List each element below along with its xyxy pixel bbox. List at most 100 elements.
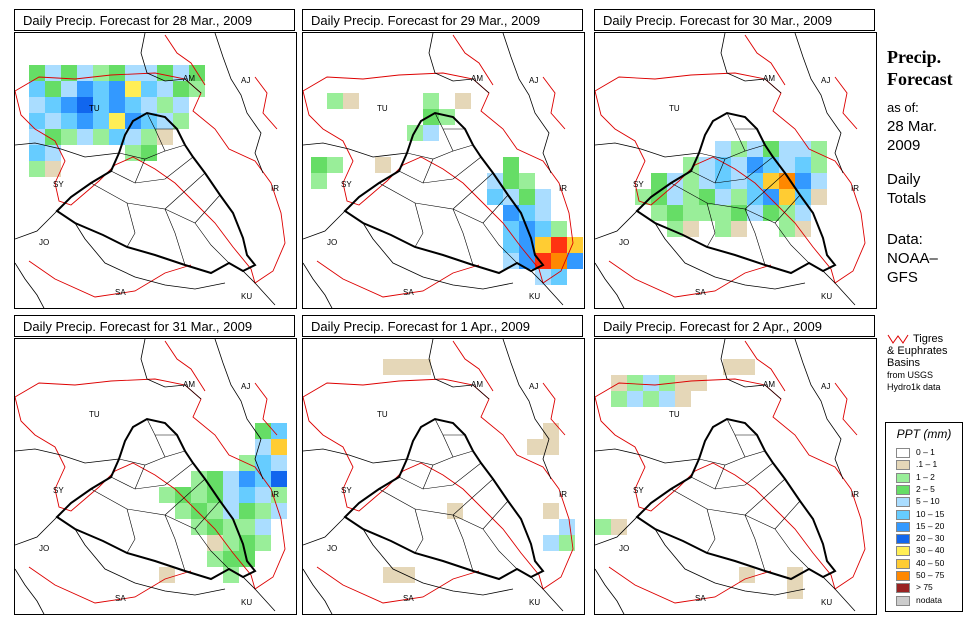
- country-label: JO: [39, 544, 49, 553]
- country-label: SA: [695, 594, 706, 603]
- province-border: [398, 462, 482, 490]
- precip-cell: [271, 423, 287, 439]
- province-border: [670, 172, 786, 210]
- precip-cell: [543, 439, 559, 455]
- precip-cell: [651, 173, 667, 189]
- precip-cell: [77, 129, 93, 145]
- precip-cell: [731, 157, 747, 173]
- iraq-border: [635, 111, 837, 275]
- precip-cell: [795, 221, 811, 237]
- province-border: [414, 508, 424, 554]
- basin-boundary: [608, 566, 772, 604]
- precip-cell: [207, 471, 223, 487]
- country-label: IR: [851, 490, 859, 499]
- precip-cell: [157, 81, 173, 97]
- precip-cell: [223, 471, 239, 487]
- precip-cell: [763, 157, 779, 173]
- legend-swatch: [896, 571, 910, 581]
- country-border: [362, 222, 514, 290]
- legend-swatch: [896, 460, 910, 471]
- precip-cell: [691, 375, 707, 391]
- legend-label: 0 – 1: [916, 447, 935, 457]
- precip-cell: [239, 487, 255, 503]
- precip-cell: [191, 487, 207, 503]
- country-label: JO: [327, 238, 337, 247]
- precip-cell: [535, 253, 551, 269]
- country-border: [502, 33, 552, 174]
- precip-cell: [255, 535, 271, 551]
- province-border: [164, 514, 186, 572]
- precip-cell: [93, 65, 109, 81]
- precip-cell: [543, 535, 559, 551]
- province-border: [90, 478, 206, 516]
- legend-label: 5 – 10: [916, 496, 940, 507]
- precip-cell: [311, 157, 327, 173]
- province-border: [378, 478, 494, 516]
- country-label: AJ: [821, 76, 830, 85]
- country-border: [595, 516, 638, 546]
- precip-cell: [383, 567, 399, 583]
- precip-cell: [503, 173, 519, 189]
- precip-cell: [519, 173, 535, 189]
- panel-title: Daily Precip. Forecast for 29 Mar., 2009: [302, 9, 583, 31]
- precip-cell: [699, 189, 715, 205]
- precip-cell: [255, 487, 271, 503]
- country-label: SY: [341, 486, 352, 495]
- precip-cell: [61, 81, 77, 97]
- precip-cell: [611, 519, 627, 535]
- legend-label: 50 – 75: [916, 570, 945, 580]
- precip-cell: [811, 141, 827, 157]
- country-label: KU: [241, 598, 252, 607]
- precip-map: AM AJ TU SY IR JO SA KU: [14, 32, 297, 309]
- precip-cell: [747, 157, 763, 173]
- country-border: [303, 262, 333, 308]
- province-border: [378, 172, 494, 210]
- legend-swatch: [896, 509, 910, 520]
- precip-cell: [715, 141, 731, 157]
- country-label: AM: [183, 74, 195, 83]
- precip-cell: [29, 145, 45, 161]
- country-label: AM: [471, 74, 483, 83]
- country-label: IR: [559, 184, 567, 193]
- province-border: [110, 156, 194, 184]
- precip-cell: [643, 391, 659, 407]
- precip-cell: [487, 173, 503, 189]
- country-label: KU: [821, 292, 832, 301]
- iraq-border: [55, 417, 257, 581]
- country-border: [15, 448, 120, 464]
- country-border: [242, 270, 276, 306]
- province-border: [164, 194, 221, 224]
- country-label: TU: [377, 104, 388, 113]
- precip-cell: [731, 141, 747, 157]
- precip-cell: [779, 173, 795, 189]
- country-border: [15, 142, 120, 158]
- country-label: AM: [471, 380, 483, 389]
- country-border: [303, 568, 333, 614]
- precip-cell: [207, 535, 223, 551]
- precip-map: AM AJ TU SY IR JO SA KU: [14, 338, 297, 615]
- country-border: [822, 270, 856, 306]
- precip-cell: [255, 423, 271, 439]
- legend-label: 15 – 20: [916, 520, 945, 531]
- precip-cell: [535, 221, 551, 237]
- precip-cell: [109, 97, 125, 113]
- precip-cell: [535, 237, 551, 253]
- country-label: JO: [619, 238, 629, 247]
- country-label: KU: [529, 292, 540, 301]
- precip-cell: [503, 221, 519, 237]
- precip-cell: [747, 141, 763, 157]
- precip-cell: [503, 237, 519, 253]
- precip-cell: [455, 93, 471, 109]
- precip-map: AM AJ TU SY IR JO SA KU: [594, 32, 877, 309]
- legend-label: nodata: [916, 594, 942, 605]
- precip-cell: [683, 221, 699, 237]
- precip-cell: [527, 439, 543, 455]
- basin-boundary: [834, 382, 858, 436]
- precip-cell: [157, 97, 173, 113]
- province-border: [126, 202, 136, 248]
- basin-boundary: [452, 340, 494, 392]
- precip-cell: [779, 221, 795, 237]
- basin-note-line: Basins: [887, 357, 921, 369]
- basin-boundary: [542, 382, 566, 436]
- province-border: [134, 158, 146, 184]
